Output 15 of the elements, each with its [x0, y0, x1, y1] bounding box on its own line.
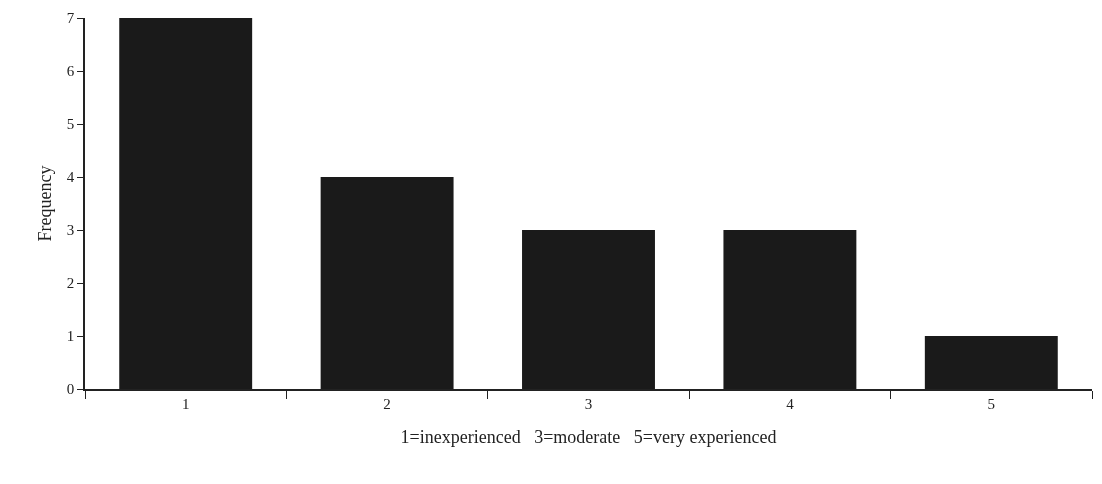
- y-tick-label: 2: [66, 275, 75, 292]
- y-tick-label: 1: [66, 328, 75, 345]
- y-tick-label: 5: [66, 116, 75, 133]
- x-tick-label: 4: [786, 395, 795, 412]
- y-axis-title: Frequency: [35, 165, 56, 242]
- x-tick-label: 2: [383, 395, 391, 412]
- x-tick-label: 3: [584, 395, 593, 412]
- y-tick-label: 0: [66, 381, 75, 398]
- x-tick-label: 5: [987, 395, 996, 412]
- y-tick-label: 7: [66, 10, 75, 27]
- y-tick-label: 6: [66, 63, 75, 80]
- x-axis-title: 1=inexperienced 3=moderate 5=very experienced: [400, 427, 777, 448]
- y-tick-label: 4: [66, 169, 75, 186]
- y-tick-label: 3: [66, 222, 75, 239]
- x-tick-label: 1: [181, 395, 190, 412]
